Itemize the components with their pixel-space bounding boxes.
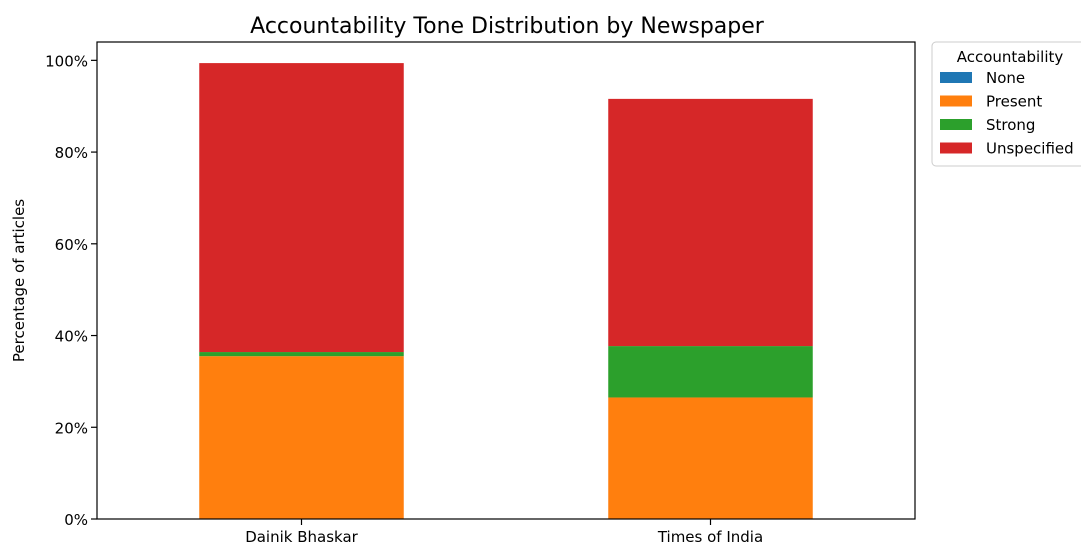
bar-segment-unspecified-1 [199,63,404,353]
x-tick-label: Times of India [657,528,763,545]
chart-title: Accountability Tone Distribution by News… [250,14,765,39]
bars-layer [199,63,813,519]
y-tick-label: 60% [55,236,88,254]
x-tick-label: Dainik Bhaskar [245,528,358,545]
bar-segment-unspecified-2 [608,98,813,347]
bar-segment-present-2 [608,397,813,519]
legend-swatch-none [940,72,972,83]
y-tick-label: 40% [55,328,88,346]
legend-label-unspecified: Unspecified [986,140,1074,158]
legend-title: Accountability [957,48,1064,66]
legend: Accountability None Present Strong Unspecifi… [931,41,1081,167]
y-tick-label: 80% [55,144,88,162]
legend-swatch-present [940,95,972,107]
plot-frame [96,41,916,520]
bar-segment-strong-2 [608,346,813,398]
legend-label-present: Present [986,93,1042,111]
legend-label-none: None [986,69,1025,87]
legend-swatch-strong [940,119,972,130]
legend-label-strong: Strong [986,116,1035,134]
axes-layer: 0% 20% 40% 60% 80% 100% Dainik Bhaskar Times of… [45,41,916,545]
y-tick-label: 20% [55,419,88,437]
legend-swatch-unspecified [940,142,972,154]
y-tick-label: 0% [64,511,88,529]
bar-segment-strong-1 [199,352,404,357]
y-axis-label: Percentage of articles [10,199,28,362]
y-tick-label: 100% [45,52,88,70]
bar-segment-present-1 [199,356,404,519]
